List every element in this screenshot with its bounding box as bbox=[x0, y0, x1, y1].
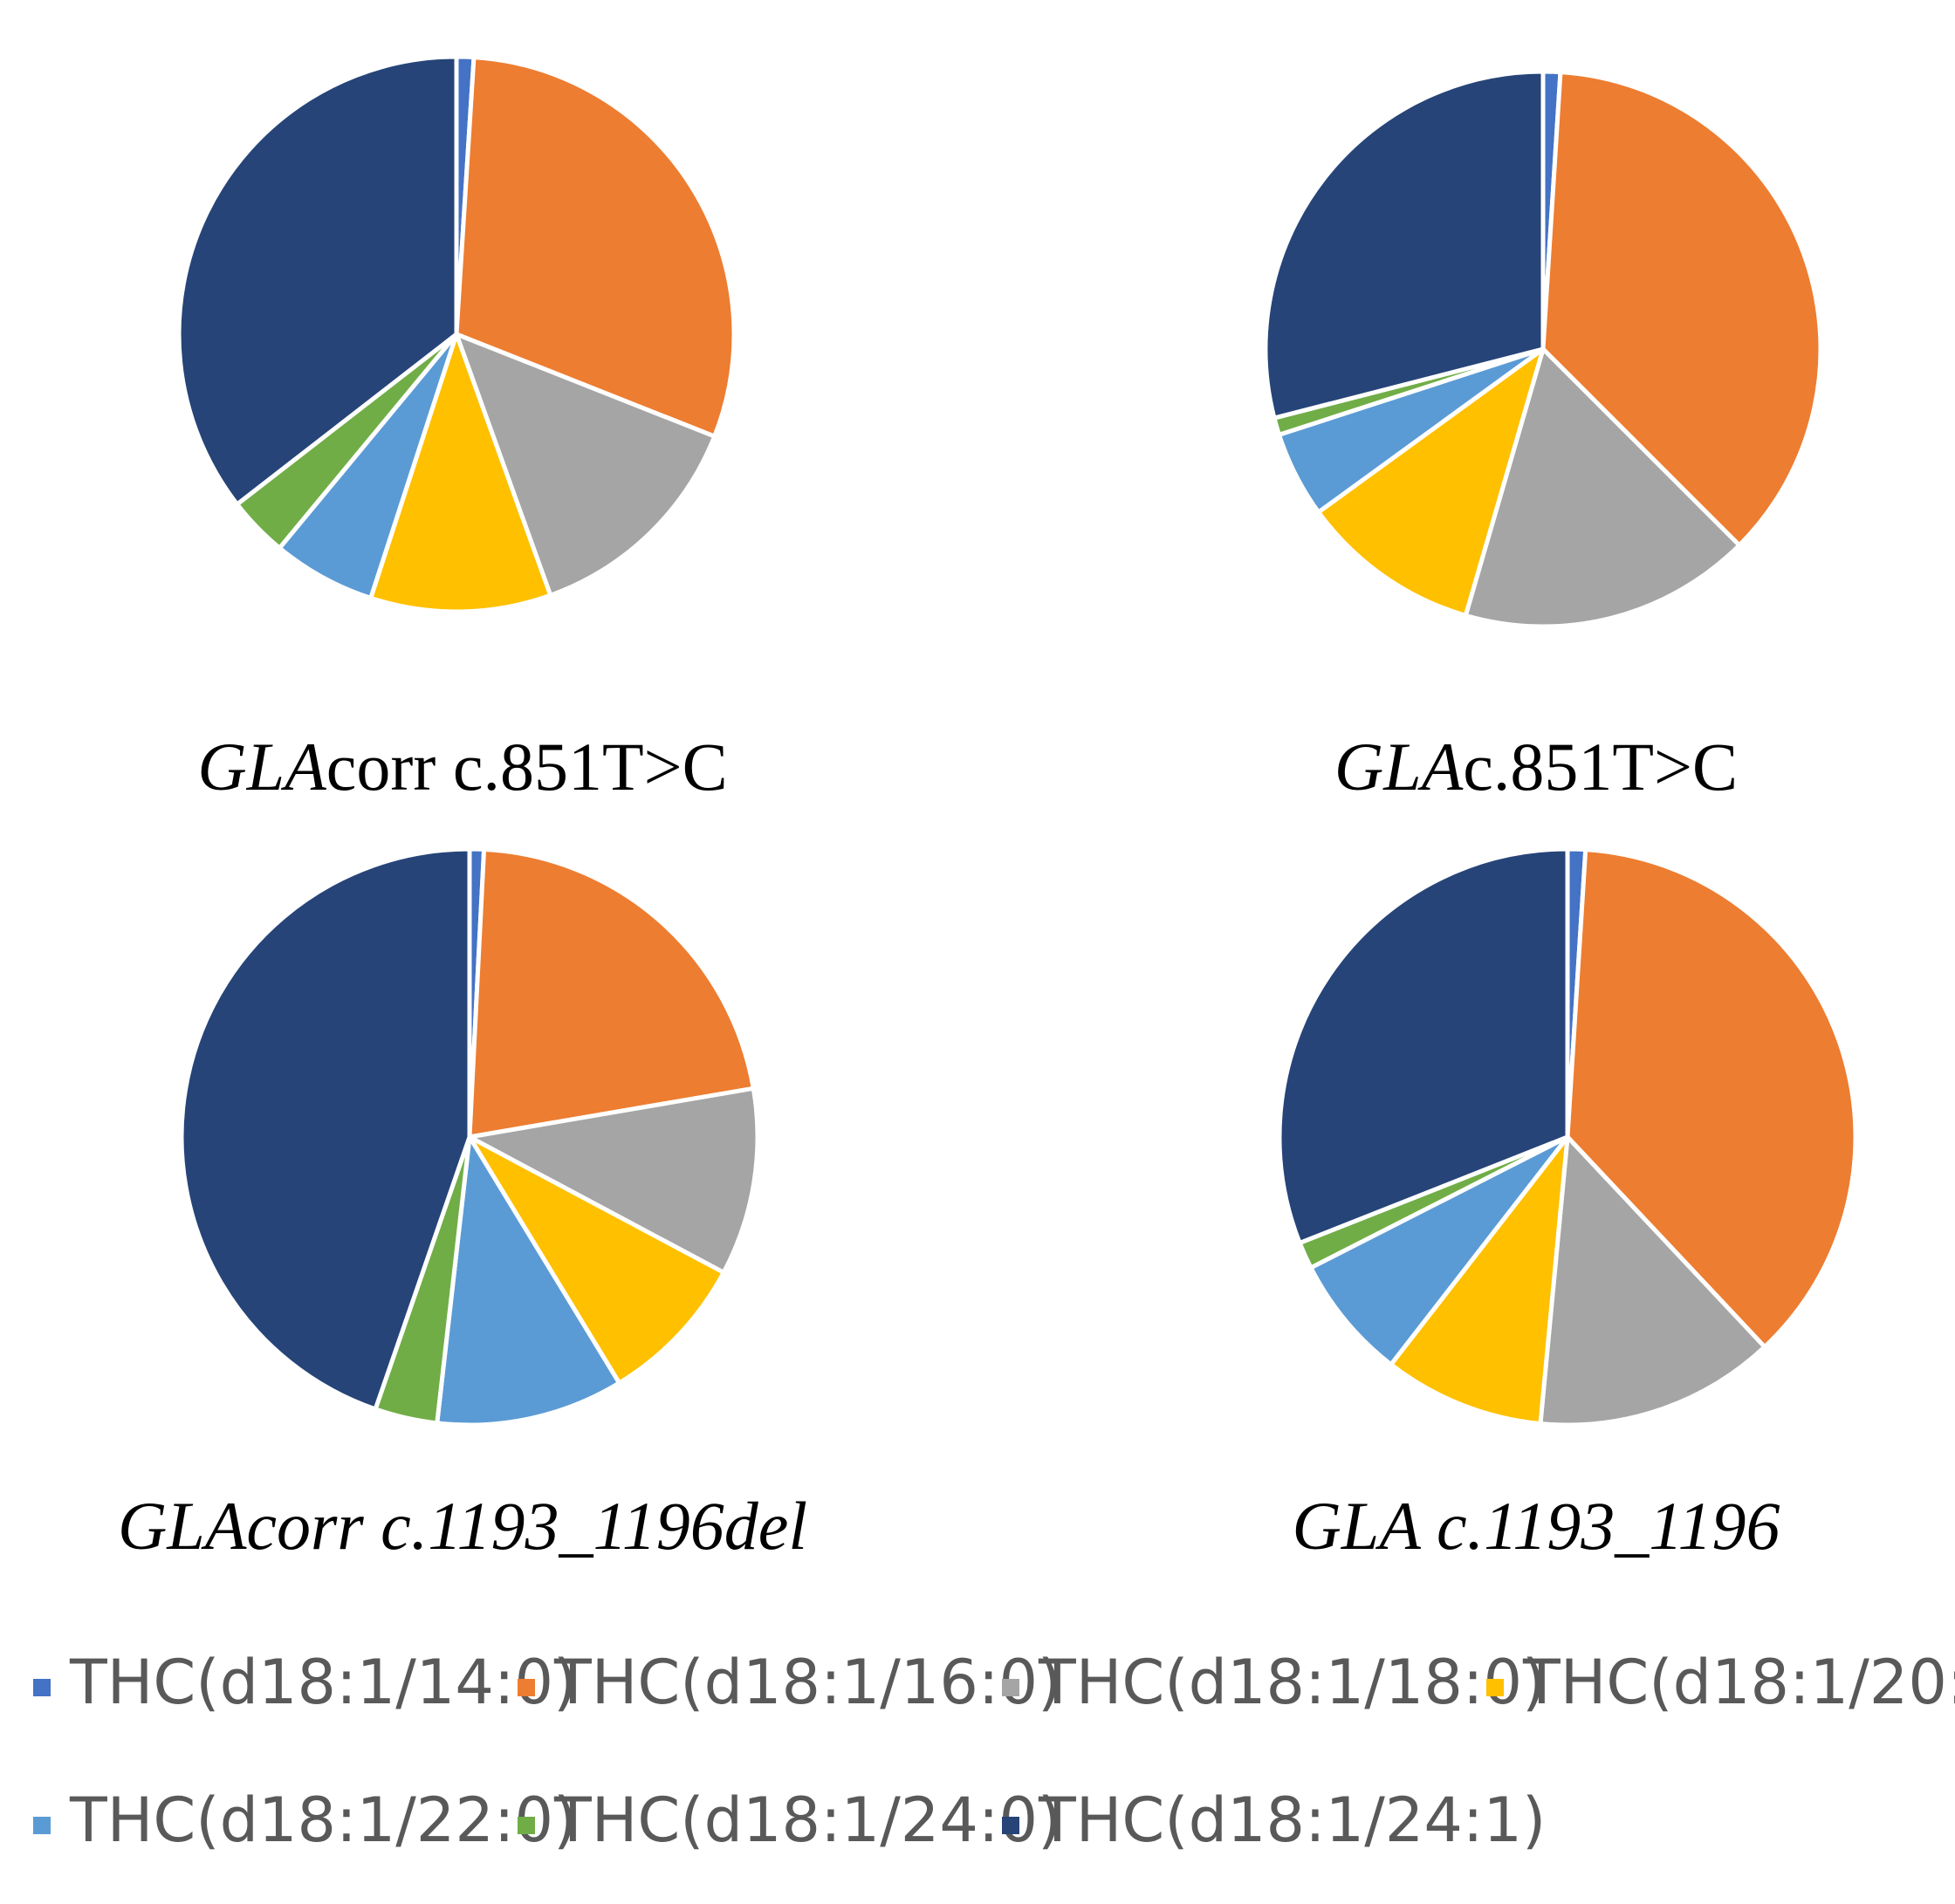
legend-swatch bbox=[1002, 1679, 1019, 1696]
pie-title-3: GLAcorr c.1193_1196del bbox=[118, 1488, 807, 1564]
pie-slice-2-4 bbox=[1316, 346, 1546, 618]
pie-title-2-part-2: c.851T>C bbox=[1463, 729, 1738, 805]
pie-slice-2-3 bbox=[1463, 346, 1742, 629]
legend-label: THC(d18:1/24:0) bbox=[553, 1784, 1061, 1856]
legend: THC(d18:1/14:0)THC(d18:1/16:0)THC(d18:1/… bbox=[33, 1647, 1955, 1856]
pie-slice-3-2 bbox=[467, 846, 756, 1140]
pie-title-1-part-1: GLA bbox=[197, 729, 326, 805]
pie-slice-2-7 bbox=[1263, 69, 1546, 421]
pie-slice-4-2 bbox=[1565, 847, 1858, 1350]
legend-swatch bbox=[1002, 1817, 1019, 1834]
pie-chart-1 bbox=[176, 54, 737, 614]
pie-title-3-part-1: GLAcorr c.1193_1196del bbox=[118, 1488, 807, 1564]
pie-chart-3 bbox=[179, 846, 760, 1428]
legend-label: THC(d18:1/16:0) bbox=[553, 1647, 1061, 1718]
pie-slice-3-3 bbox=[467, 1086, 760, 1275]
pie-slice-1-2 bbox=[454, 55, 737, 439]
pie-title-4-part-1: GLA c.1193_1196 bbox=[1293, 1488, 1780, 1564]
legend-label: THC(d18:1/24:1) bbox=[1038, 1784, 1546, 1856]
pie-slice-2-2 bbox=[1540, 70, 1823, 548]
legend-swatch bbox=[518, 1817, 535, 1834]
pie-chart-2 bbox=[1263, 69, 1823, 629]
legend-label: THC(d18:1/14:0) bbox=[69, 1647, 577, 1718]
pie-chart-4 bbox=[1277, 846, 1858, 1428]
legend-label: THC(d18:1/20:0) bbox=[1522, 1647, 1955, 1718]
legend-item: THC(d18:1/24:0) bbox=[518, 1784, 1061, 1856]
pie-slice-1-3 bbox=[454, 332, 717, 598]
legend-item: THC(d18:1/24:1) bbox=[1002, 1784, 1546, 1856]
pie-slice-4-4 bbox=[1389, 1134, 1570, 1427]
legend-item: THC(d18:1/18:0) bbox=[1002, 1647, 1546, 1718]
pie-title-1-part-2: corr c.851T>C bbox=[326, 729, 728, 805]
pie-slice-4-7 bbox=[1277, 846, 1570, 1245]
pie-slice-3-5 bbox=[435, 1134, 622, 1428]
pie-slice-3-7 bbox=[179, 846, 472, 1412]
pie-slice-4-5 bbox=[1308, 1134, 1570, 1367]
pie-slice-4-3 bbox=[1538, 1134, 1767, 1428]
legend-swatch bbox=[518, 1679, 535, 1696]
pie-slice-1-7 bbox=[176, 54, 459, 507]
legend-item: THC(d18:1/22:0) bbox=[33, 1784, 577, 1856]
pie-title-4: GLA c.1193_1196 bbox=[1293, 1488, 1780, 1564]
pie-title-2-part-1: GLA bbox=[1334, 729, 1464, 805]
pie-title-1: GLAcorr c.851T>C bbox=[197, 729, 727, 805]
legend-item: THC(d18:1/16:0) bbox=[518, 1647, 1061, 1718]
legend-label: THC(d18:1/22:0) bbox=[69, 1784, 577, 1856]
legend-swatch bbox=[33, 1679, 51, 1696]
pie-title-2: GLAc.851T>C bbox=[1334, 729, 1738, 805]
pie-slice-3-4 bbox=[467, 1134, 726, 1386]
legend-swatch bbox=[33, 1817, 51, 1834]
legend-swatch bbox=[1486, 1679, 1504, 1696]
legend-item: THC(d18:1/14:0) bbox=[33, 1647, 577, 1718]
legend-label: THC(d18:1/18:0) bbox=[1038, 1647, 1546, 1718]
pie-slice-1-4 bbox=[368, 332, 553, 614]
legend-item: THC(d18:1/20:0) bbox=[1486, 1647, 1955, 1718]
